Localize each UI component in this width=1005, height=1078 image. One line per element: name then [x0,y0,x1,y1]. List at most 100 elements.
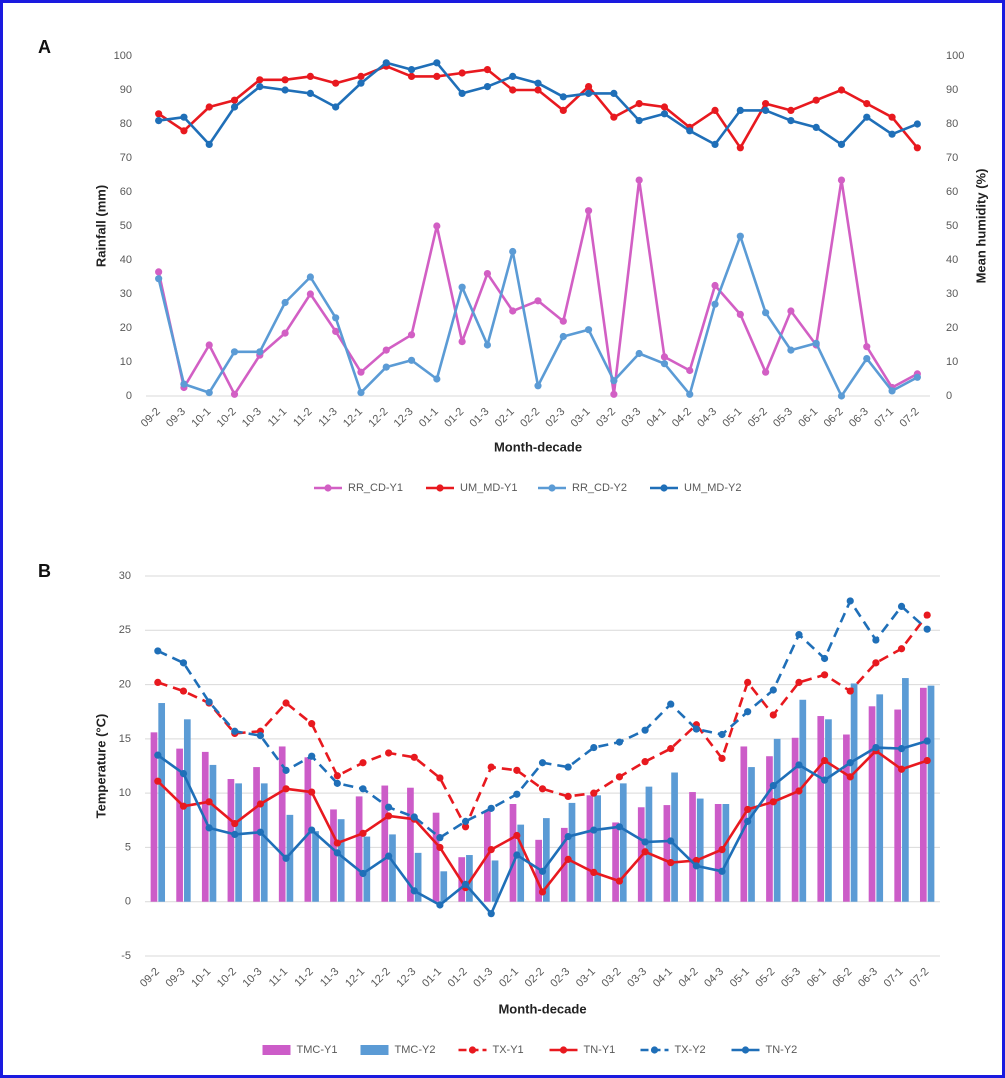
point [332,327,340,335]
bar [432,812,440,902]
point [615,877,624,885]
point [256,732,265,740]
x-tick-label: 04-3 [695,406,719,430]
x-tick-label: 09-3 [164,406,188,430]
bar [645,786,653,902]
point [509,86,517,94]
legend-marker [660,484,668,492]
bar [799,699,807,902]
point [461,817,470,825]
point [872,743,880,752]
point [837,176,846,184]
x-tick-label: 03-3 [619,406,643,430]
point [812,123,820,131]
bar [414,852,422,902]
x-tick-label: 12-1 [341,406,365,430]
x-axis-title: Month-decade [494,439,582,454]
point [483,270,492,278]
point [660,353,669,361]
point [641,838,649,846]
x-tick-label: 12-3 [394,966,418,990]
y-tick-label: -5 [121,950,131,962]
x-tick-label: 02-1 [497,966,521,990]
point [256,800,265,808]
point [559,317,567,325]
point [610,390,618,398]
y-tick-label: 20 [119,678,131,690]
point [564,763,572,771]
point [534,297,542,305]
point [897,645,906,653]
legend-label: UM_MD-Y2 [684,482,741,494]
point [872,636,880,644]
point [538,785,547,793]
point [155,117,163,125]
x-tick-label: 11-1 [267,966,290,989]
point [407,331,416,339]
point [357,79,365,87]
point [513,790,521,798]
y2-tick-label: 0 [946,390,952,402]
point [256,83,264,91]
point [458,89,466,97]
point [923,625,931,633]
point [487,846,495,854]
point [736,232,744,240]
point [333,839,341,847]
bar [389,834,396,902]
point [913,120,921,128]
point [385,803,393,811]
point [667,837,675,845]
point [410,753,418,761]
x-tick-label: 04-2 [670,406,694,430]
x-tick-label: 05-3 [771,406,795,430]
point [787,106,795,114]
y2-tick-label: 90 [946,84,958,96]
series-line [157,599,929,839]
point [846,773,854,781]
series-line [157,234,918,398]
point [308,720,316,728]
legend-label: TN-Y1 [584,1044,616,1056]
point [641,726,649,734]
bar [330,809,337,902]
x-tick-label: 11-2 [291,406,314,429]
bar [696,798,704,902]
point [538,888,547,896]
point [231,819,239,828]
point [660,103,669,111]
point [795,761,803,769]
point [534,382,542,390]
point [433,222,441,230]
point [795,787,803,795]
point [863,343,871,351]
point [888,113,896,121]
point [509,247,517,256]
point [820,756,829,765]
point [281,329,289,337]
y-tick-label: 60 [120,186,132,198]
y2-tick-label: 100 [946,50,964,62]
bar [902,678,909,902]
point [863,113,871,121]
point [180,380,188,388]
x-tick-label: 03-2 [594,406,618,430]
point [509,72,517,80]
legend-marker [741,1046,750,1054]
point [483,83,492,91]
point [538,759,547,767]
point [641,758,649,766]
bar [671,772,678,902]
series-line [157,178,918,396]
y2-tick-label: 60 [946,186,958,198]
point [357,72,365,80]
bar [740,746,748,902]
point [846,759,854,767]
point [333,779,341,787]
series-line [157,739,928,915]
x-tick-label: 06-2 [822,406,846,430]
point [357,368,365,376]
y-tick-label: 70 [120,152,132,164]
point [584,326,593,334]
